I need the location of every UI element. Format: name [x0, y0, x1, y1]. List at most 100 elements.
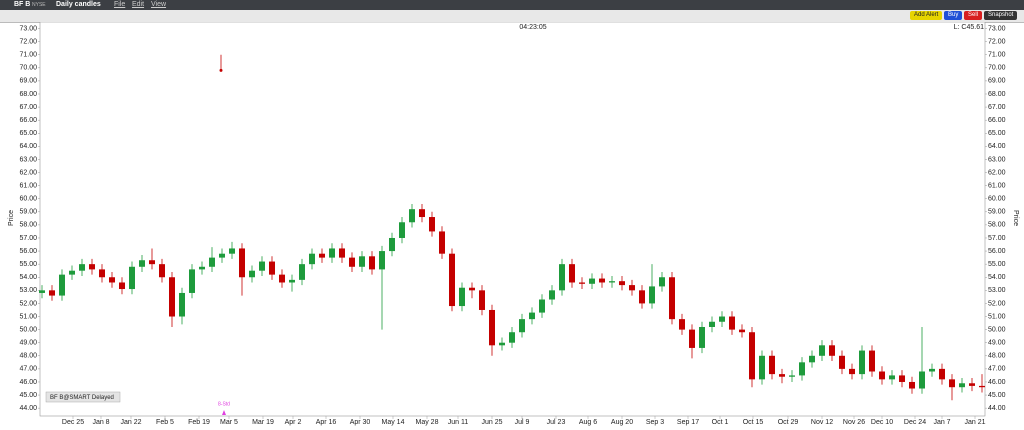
candle-body — [849, 368, 855, 375]
candle-body — [469, 287, 475, 291]
candle-body — [289, 279, 295, 283]
period[interactable]: Daily candles — [56, 1, 101, 8]
candle-body — [139, 260, 145, 267]
menu[interactable]: Edit — [132, 1, 145, 8]
candle-body — [239, 248, 245, 278]
candle-body — [299, 264, 305, 280]
x-tick-label: Jan 7 — [933, 419, 950, 426]
exchange: NYSE — [32, 2, 46, 8]
y-tick-label: 53.00 — [19, 287, 37, 294]
candle-body — [249, 270, 255, 278]
sell-button[interactable]: Sell — [964, 11, 983, 20]
candle-body — [839, 355, 845, 369]
y-tick-label: 54.00 — [19, 274, 37, 281]
plot-frame — [39, 22, 986, 417]
x-tick-label: Apr 30 — [350, 419, 371, 426]
candle-body — [979, 385, 985, 388]
candle-body — [189, 269, 195, 293]
snapshot-button[interactable]: Snapshot — [984, 11, 1018, 20]
y-tick-label: 60.00 — [988, 196, 1006, 203]
candle-body — [319, 253, 325, 258]
x-tick-label: Sep 17 — [677, 419, 699, 426]
candle-body — [779, 374, 785, 377]
y-tick-label: 48.00 — [19, 353, 37, 360]
y-tick-label: 63.00 — [19, 156, 37, 163]
candle-body — [529, 312, 535, 320]
candle-body — [99, 269, 105, 278]
y-tick-label: 67.00 — [19, 104, 37, 111]
y-tick-label: 66.00 — [19, 117, 37, 124]
spike-dot — [219, 68, 223, 72]
candle-body — [909, 381, 915, 389]
add-alert-button[interactable]: Add Alert — [910, 11, 943, 20]
candle-body — [769, 355, 775, 375]
y-tick-label: 53.00 — [988, 287, 1006, 294]
candle-body — [729, 316, 735, 330]
menu[interactable]: File — [114, 1, 126, 8]
candle-body — [869, 350, 875, 372]
candle-body — [759, 355, 765, 380]
x-tick-label: Jun 11 — [448, 419, 469, 426]
candle-body — [219, 253, 225, 258]
event-label: 8-Std — [218, 401, 230, 407]
candle-body — [609, 281, 615, 283]
y-tick-label: 46.00 — [988, 379, 1006, 386]
x-tick-label: Oct 29 — [778, 419, 799, 426]
candle-body — [179, 292, 185, 317]
y-tick-label: 50.00 — [988, 326, 1006, 333]
y-tick-label: 59.00 — [19, 209, 37, 216]
y-tick-label: 61.00 — [19, 182, 37, 189]
candle-body — [419, 209, 425, 218]
candle-body — [599, 278, 605, 283]
candle-body — [969, 383, 975, 386]
y-tick-label: 48.00 — [988, 353, 1006, 360]
y-tick-label: 45.00 — [19, 392, 37, 399]
candle-body — [509, 332, 515, 343]
y-tick-label: 70.00 — [988, 65, 1006, 72]
y-tick-label: 66.00 — [988, 117, 1006, 124]
source-box — [45, 391, 121, 403]
y-tick-label: 51.00 — [19, 313, 37, 320]
candle-body — [699, 326, 705, 348]
y-tick-label: 65.00 — [988, 130, 1006, 137]
menu[interactable]: View — [151, 1, 167, 8]
y-tick-label: 50.00 — [19, 326, 37, 333]
y-tick-label: 64.00 — [988, 143, 1006, 150]
candle-body — [739, 329, 745, 333]
candle-body — [79, 264, 85, 271]
candle-body — [939, 368, 945, 380]
y-tick-label: 47.00 — [19, 366, 37, 373]
x-tick-label: Oct 1 — [712, 419, 729, 426]
buy-button[interactable]: Buy — [944, 11, 963, 20]
candle-body — [859, 350, 865, 375]
candle-body — [399, 222, 405, 238]
y-tick-label: 57.00 — [988, 235, 1006, 242]
x-tick-label: Mar 5 — [220, 419, 238, 426]
x-tick-label: May 14 — [382, 419, 405, 426]
candle-body — [569, 264, 575, 283]
y-tick-label: 59.00 — [988, 209, 1006, 216]
y-tick-label: 72.00 — [988, 38, 1006, 45]
candle-body — [809, 355, 815, 363]
candle-body — [309, 253, 315, 265]
candle-body — [339, 248, 345, 258]
y-tick-label: 55.00 — [988, 261, 1006, 268]
candle-body — [559, 264, 565, 291]
candle-body — [899, 375, 905, 382]
candle-body — [209, 257, 215, 267]
y-tick-label: 70.00 — [19, 65, 37, 72]
y-tick-label: 49.00 — [19, 340, 37, 347]
symbol[interactable]: BF B — [14, 1, 31, 8]
x-tick-label: Jan 21 — [964, 419, 985, 426]
candle-body — [479, 290, 485, 310]
y-tick-label: 52.00 — [988, 300, 1006, 307]
x-tick-label: Nov 12 — [811, 419, 833, 426]
y-tick-label: 63.00 — [988, 156, 1006, 163]
y-tick-label: 68.00 — [19, 91, 37, 98]
y-tick-label: 49.00 — [988, 340, 1006, 347]
x-tick-label: Apr 16 — [316, 419, 337, 426]
candle-body — [749, 332, 755, 380]
candle-body — [439, 231, 445, 254]
candle-body — [549, 290, 555, 300]
